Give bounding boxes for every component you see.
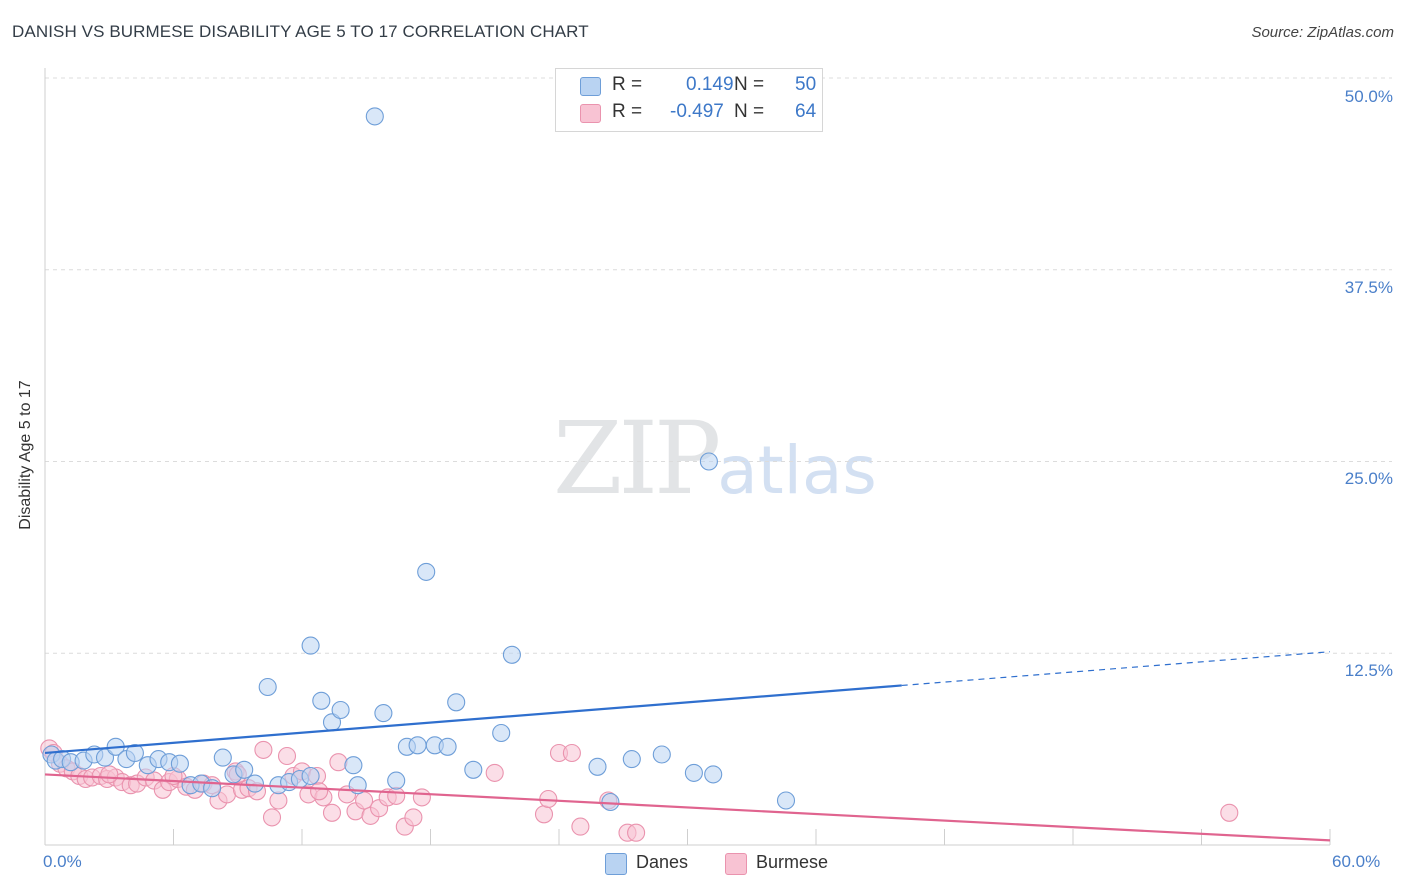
chart-title: DANISH VS BURMESE DISABILITY AGE 5 TO 17… — [12, 22, 589, 41]
burmese-n-label: N = — [734, 101, 765, 122]
burmese-point — [412, 788, 431, 807]
danes-point — [492, 723, 511, 743]
danes-point — [245, 774, 264, 793]
danes-point — [213, 748, 232, 767]
x-tick-label-max: 60.0% — [1332, 852, 1381, 871]
danes-point — [344, 756, 363, 775]
watermark-atlas: atlas — [717, 432, 877, 509]
x-tick-label-min: 0.0% — [43, 852, 82, 871]
watermark-zip: ZIP — [553, 400, 721, 517]
watermark: ZIPatlas — [553, 400, 877, 517]
danes-point — [684, 763, 703, 782]
burmese-point — [387, 786, 406, 805]
burmese-swatch — [580, 104, 601, 123]
danes-point — [417, 562, 436, 581]
y-tick-label-37-5: 37.5% — [1344, 278, 1393, 297]
danes-point — [447, 693, 466, 712]
danes-point — [365, 107, 384, 126]
legend-burmese-label: Burmese — [756, 852, 829, 872]
danes-point — [652, 745, 671, 764]
burmese-point — [269, 791, 288, 810]
burmese-point — [534, 805, 554, 824]
danes-point — [704, 765, 723, 784]
danes-point — [125, 743, 144, 763]
burmese-n-value: 64 — [795, 101, 817, 122]
burmese-point — [262, 808, 282, 827]
danes-trend-extension — [901, 651, 1331, 687]
danes-point — [464, 760, 483, 779]
danes-point — [301, 766, 320, 786]
burmese-point — [100, 765, 119, 784]
burmese-point — [329, 753, 348, 772]
danes-point — [776, 791, 796, 810]
legend-burmese-swatch — [725, 853, 747, 875]
danes-n-label: N = — [734, 74, 765, 95]
stats-box: R = 0.149 N = 50 R = -0.497 N = 64 — [555, 68, 823, 132]
burmese-point — [310, 782, 329, 801]
source-label: Source: ZipAtlas.com — [1251, 24, 1394, 41]
danes-point — [312, 691, 331, 710]
burmese-trend-line — [44, 773, 1331, 842]
danes-point — [622, 750, 641, 769]
danes-point — [374, 704, 393, 723]
burmese-point — [1220, 803, 1239, 822]
legend-danes-swatch — [605, 853, 627, 875]
danes-r-value: 0.149 — [686, 74, 734, 95]
burmese-point — [404, 808, 423, 827]
y-tick-label-50: 50.0% — [1344, 87, 1393, 106]
danes-point — [601, 792, 620, 812]
danes-n-value: 50 — [795, 74, 817, 95]
danes-swatch — [580, 77, 601, 96]
burmese-point — [562, 743, 581, 763]
burmese-point — [277, 746, 297, 766]
burmese-point — [571, 817, 590, 836]
burmese-r-label: R = — [612, 101, 643, 122]
burmese-point — [254, 740, 273, 759]
danes-point — [387, 771, 406, 790]
burmese-point — [322, 803, 342, 822]
danes-point — [235, 760, 254, 779]
danes-point — [588, 757, 607, 776]
burmese-point — [485, 763, 504, 782]
danes-point — [502, 645, 521, 664]
danes-point — [170, 754, 189, 773]
y-tick-label-12-5: 12.5% — [1344, 661, 1393, 680]
danes-point — [408, 736, 427, 755]
danes-r-label: R = — [612, 74, 643, 95]
y-tick-label-25: 25.0% — [1344, 469, 1393, 488]
burmese-point — [627, 823, 646, 842]
danes-point — [301, 636, 320, 655]
danes-point — [258, 677, 277, 697]
danes-point — [699, 452, 718, 471]
burmese-r-value: -0.497 — [670, 101, 724, 122]
burmese-point — [355, 791, 374, 810]
danes-point — [438, 737, 457, 756]
danes-trend-line — [44, 684, 902, 755]
danes-point — [331, 700, 350, 720]
legend-danes-label: Danes — [636, 852, 689, 872]
